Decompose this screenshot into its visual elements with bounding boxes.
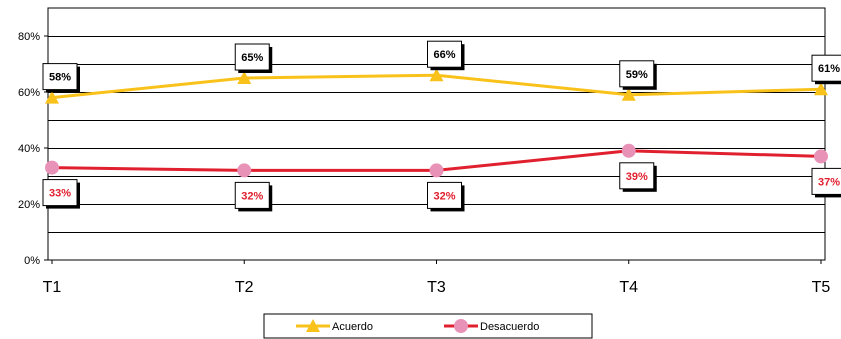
x-tick-label: T4 [619, 279, 638, 296]
data-point [237, 163, 252, 178]
x-tick-label: T5 [812, 279, 831, 296]
data-point [429, 163, 444, 178]
data-label: 59% [626, 69, 648, 81]
legend: Acuerdo Desacuerdo [263, 313, 593, 339]
data-label-box [234, 43, 270, 71]
y-tick-label: 80% [18, 31, 40, 43]
y-tick-label: 0% [24, 255, 40, 267]
x-tick-label: T2 [235, 279, 254, 296]
data-label-box [234, 181, 270, 209]
data-label: 66% [433, 49, 455, 61]
data-label: 65% [241, 52, 263, 64]
data-point [621, 87, 636, 101]
series-acuerdo: 58% 65% 66% 59% 61% [42, 40, 841, 104]
y-tick-label: 20% [18, 199, 40, 211]
data-label-box [811, 167, 841, 195]
series-group: 58% 65% 66% 59% 61% 33% 32% 32% 39% 37% [42, 40, 841, 212]
data-point [429, 68, 444, 82]
legend-marker [306, 319, 320, 332]
data-label: 39% [626, 171, 648, 183]
y-axis-ticks: 0% 20% 40% 60% 80% [18, 31, 48, 267]
data-point [814, 82, 828, 96]
legend-box [263, 313, 593, 339]
series-desacuerdo: 33% 32% 32% 39% 37% [42, 143, 841, 212]
data-label: 58% [49, 72, 71, 84]
legend-marker [454, 319, 468, 333]
data-point [621, 143, 636, 158]
data-label-box [427, 181, 462, 209]
data-point [45, 160, 59, 175]
data-point [814, 149, 828, 164]
data-label-box [811, 54, 841, 82]
y-tick-label: 60% [18, 87, 40, 99]
legend-entry-acuerdo: Acuerdo [296, 319, 373, 333]
data-label-box [42, 63, 78, 91]
data-label: 32% [241, 190, 263, 202]
data-label: 32% [433, 190, 455, 202]
data-label: 61% [818, 63, 840, 75]
data-label-box [427, 40, 462, 68]
x-tick-label: T3 [427, 279, 446, 296]
x-tick-label: T1 [43, 279, 62, 296]
data-label: 37% [818, 176, 840, 188]
data-label-box [619, 162, 655, 190]
x-axis-ticks: T1 T2 T3 T4 T5 [43, 260, 831, 296]
data-label-box [619, 60, 655, 88]
data-label-box [42, 179, 78, 207]
y-tick-label: 40% [18, 143, 40, 155]
legend-label: Desacuerdo [480, 321, 539, 333]
data-point [45, 90, 59, 104]
legend-entry-desacuerdo: Desacuerdo [444, 319, 539, 333]
data-point [237, 71, 252, 84]
data-label: 33% [49, 188, 71, 200]
legend-label: Acuerdo [332, 321, 373, 333]
